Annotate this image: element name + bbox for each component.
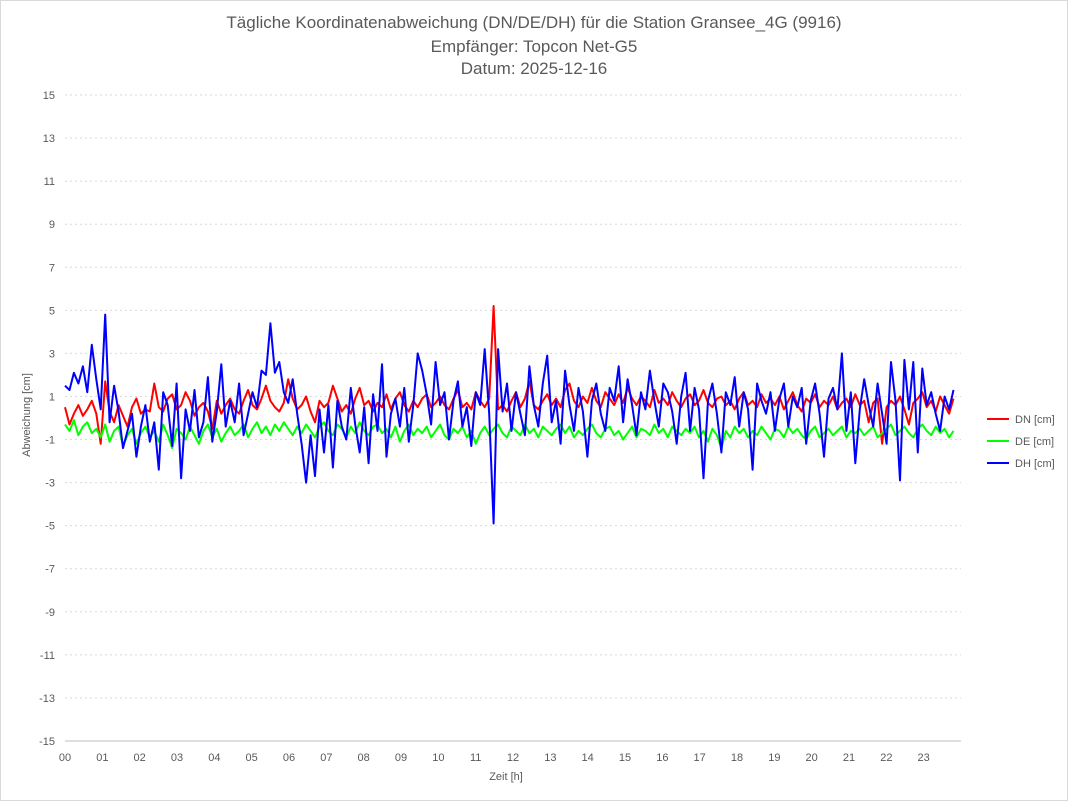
x-tick-label-23: 23: [918, 752, 930, 764]
series-line-dh: [64, 313, 955, 525]
x-tick-label-6: 06: [283, 752, 295, 764]
y-tick-label-9: -3: [45, 478, 55, 490]
x-tick-label-9: 09: [395, 752, 407, 764]
y-tick-label-15: -15: [39, 736, 55, 748]
y-tick-label-14: -13: [39, 693, 55, 705]
chart-title-line-3: Datum: 2025-12-16: [461, 59, 607, 78]
y-axis-title: Abweichung [cm]: [21, 373, 33, 457]
y-tick-label-4: 7: [49, 262, 55, 274]
x-tick-label-13: 13: [544, 752, 556, 764]
x-tick-label-16: 16: [656, 752, 668, 764]
x-tick-label-1: 01: [96, 752, 108, 764]
chart-title: Tägliche Koordinatenabweichung (DN/DE/DH…: [226, 13, 841, 78]
x-tick-label-8: 08: [358, 752, 370, 764]
legend-label-0: DN [cm]: [1015, 414, 1055, 426]
y-tick-label-0: 15: [43, 90, 55, 102]
x-tick-label-15: 15: [619, 752, 631, 764]
y-tick-label-12: -9: [45, 607, 55, 619]
chart-title-line-2: Empfänger: Topcon Net-G5: [431, 37, 638, 56]
x-tick-label-17: 17: [694, 752, 706, 764]
y-tick-label-11: -7: [45, 564, 55, 576]
x-tick-label-5: 05: [246, 752, 258, 764]
x-tick-label-7: 07: [320, 752, 332, 764]
x-axis-title: Zeit [h]: [489, 771, 523, 783]
y-tick-label-10: -5: [45, 521, 55, 533]
y-tick-label-7: 1: [49, 391, 55, 403]
y-tick-label-6: 3: [49, 348, 55, 360]
y-tick-label-3: 9: [49, 219, 55, 231]
x-tick-label-19: 19: [768, 752, 780, 764]
legend: DN [cm] DE [cm] DH [cm]: [987, 414, 1055, 470]
x-tick-label-10: 10: [432, 752, 444, 764]
y-tick-label-2: 11: [44, 176, 55, 188]
y-tick-label-5: 5: [49, 305, 55, 317]
legend-label-1: DE [cm]: [1015, 436, 1054, 448]
x-axis-ticks: 00 01 02 03 04 05 06 07 08 09 10 11 12 13 14 15 16 17 18 19…: [59, 752, 930, 764]
x-tick-label-20: 20: [806, 752, 818, 764]
x-tick-label-2: 02: [134, 752, 146, 764]
x-tick-label-14: 14: [582, 752, 594, 764]
series-lines: [64, 305, 955, 525]
x-tick-label-21: 21: [843, 752, 855, 764]
x-tick-label-0: 00: [59, 752, 71, 764]
y-tick-label-1: 13: [43, 133, 55, 145]
x-tick-label-11: 11: [470, 752, 481, 764]
x-tick-label-3: 03: [171, 752, 183, 764]
chart-title-line-1: Tägliche Koordinatenabweichung (DN/DE/DH…: [226, 13, 841, 32]
y-tick-label-13: -11: [40, 650, 55, 662]
x-tick-label-4: 04: [208, 752, 220, 764]
x-tick-label-22: 22: [880, 752, 892, 764]
x-tick-label-12: 12: [507, 752, 519, 764]
y-tick-label-8: -1: [45, 435, 55, 447]
x-tick-label-18: 18: [731, 752, 743, 764]
legend-label-2: DH [cm]: [1015, 458, 1055, 470]
y-axis-ticks: 15 13 11 9 7 5 3 1 -1 -3 -5 -7 -9 -11 -13 -15: [39, 90, 55, 748]
